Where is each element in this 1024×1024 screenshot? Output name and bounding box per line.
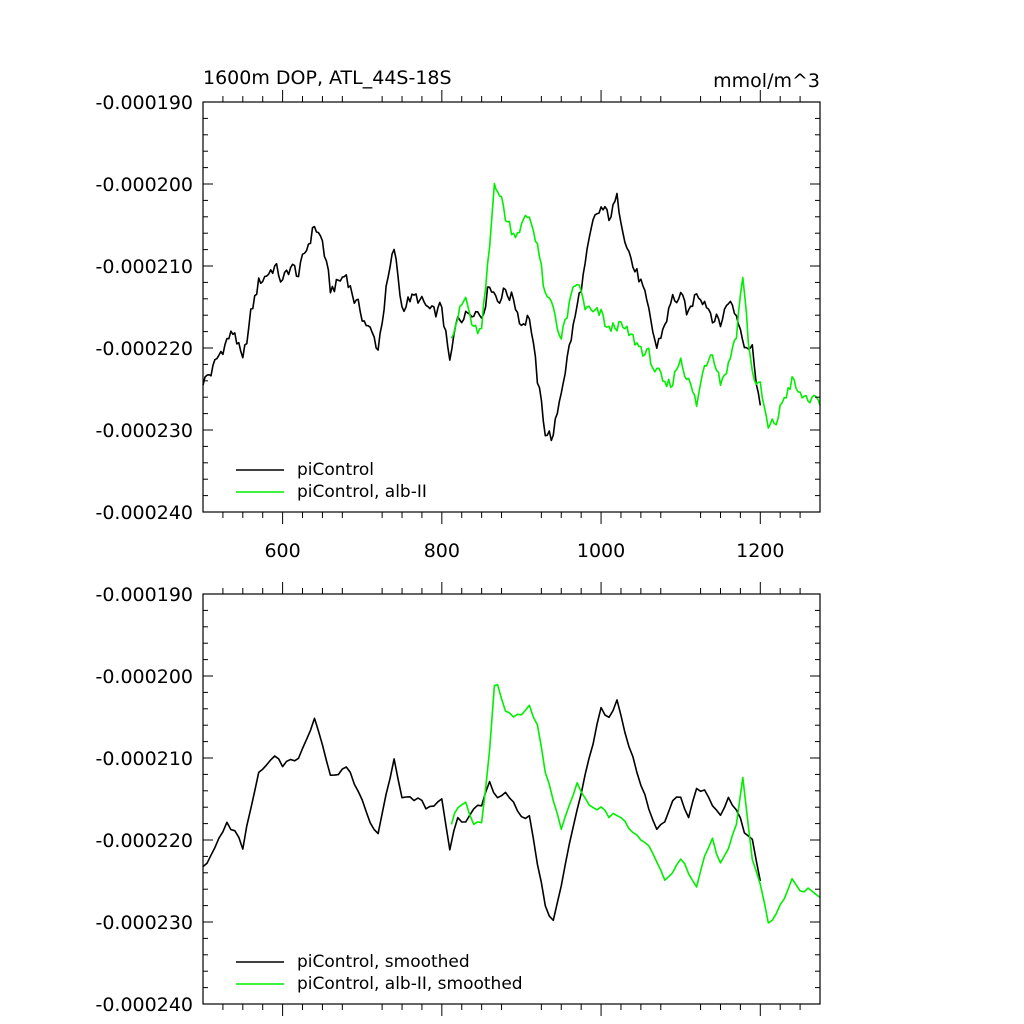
top-xtick-label: 800 [424, 540, 460, 562]
top-tick-layer: -0.000190 -0.000200 -0.000210 -0.000220 -0.0… [95, 90, 820, 562]
bottom-ytick-label: -0.000220 [95, 830, 193, 852]
top-xtick-label: 1200 [736, 540, 784, 562]
bottom-ytick-label: -0.000200 [95, 666, 193, 688]
top-ytick-label: -0.000190 [95, 92, 193, 114]
legend-label-picontrol-smoothed: piControl, smoothed [297, 952, 470, 972]
top-legend: piControl piControl, alb-II [236, 460, 427, 502]
bottom-plot-frame [202, 593, 821, 1005]
bottom-panel: -0.000190 -0.000200 -0.000210 -0.000220 -0.0… [95, 582, 821, 1016]
chart-title: 1600m DOP, ATL_44S-18S [203, 67, 452, 89]
top-xtick-label: 1000 [577, 540, 625, 562]
bottom-ytick-label: -0.000190 [95, 584, 193, 606]
legend-label-picontrol: piControl [297, 460, 374, 480]
top-ytick-label: -0.000240 [95, 502, 193, 524]
top-ytick-label: -0.000220 [95, 338, 193, 360]
bottom-ytick-label: -0.000210 [95, 748, 193, 770]
top-xtick-label: 600 [264, 540, 300, 562]
bottom-legend: piControl, smoothed piControl, alb-II, s… [236, 952, 523, 994]
chart-units: mmol/m^3 [713, 70, 820, 92]
legend-label-alb-ii: piControl, alb-II [297, 482, 427, 502]
bottom-series-picontrol-smoothed [202, 699, 762, 922]
bottom-ytick-label: -0.000230 [95, 912, 193, 934]
bottom-series-picontrol-alb-ii-smoothed [450, 683, 821, 924]
top-ytick-label: -0.000230 [95, 420, 193, 442]
top-plot-frame [202, 101, 821, 513]
top-series-picontrol-alb-ii [450, 182, 821, 429]
top-series-layer [202, 182, 821, 442]
top-series-picontrol [202, 192, 762, 442]
bottom-series-layer [202, 683, 821, 924]
top-ytick-label: -0.000200 [95, 174, 193, 196]
legend-label-alb-ii-smoothed: piControl, alb-II, smoothed [297, 974, 523, 994]
bottom-ytick-label: -0.000240 [95, 994, 193, 1016]
top-panel: -0.000190 -0.000200 -0.000210 -0.000220 -0.0… [95, 90, 821, 562]
bottom-tick-layer: -0.000190 -0.000200 -0.000210 -0.000220 -0.0… [95, 582, 820, 1016]
top-ytick-label: -0.000210 [95, 256, 193, 278]
